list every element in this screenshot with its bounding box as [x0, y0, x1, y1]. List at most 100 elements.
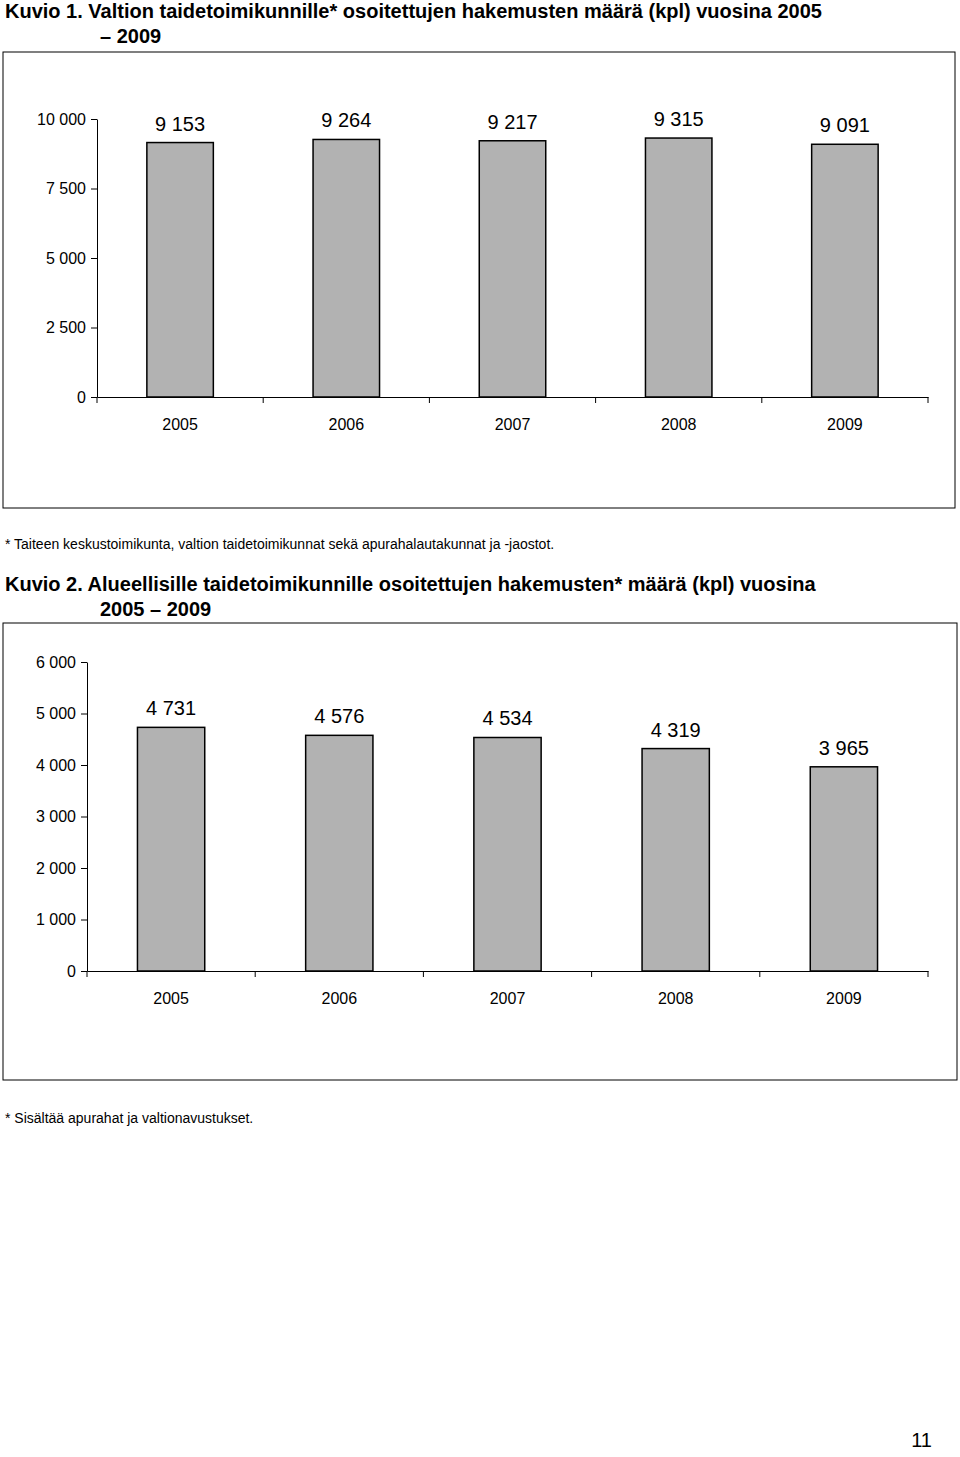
y-axis-line: [87, 663, 88, 972]
y-tick: 4 000: [36, 757, 87, 774]
y-tick: 2 000: [36, 860, 87, 877]
x-axis: 2005 2006 2007 2008 2009: [88, 971, 929, 1007]
y-tick-label: 2 500: [46, 319, 86, 336]
bar: [810, 767, 877, 971]
chart-title: Kuvio 2. Alueellisille taidetoimikunnill…: [5, 573, 816, 620]
chart-title: Kuvio 1. Valtion taidetoimikunnille* oso…: [5, 0, 822, 47]
data-labels: 9 1539 2649 2179 3159 091: [155, 108, 870, 136]
x-tick-label: 2006: [329, 416, 365, 433]
footnote: * Taiteen keskustoimikunta, valtion taid…: [5, 536, 554, 552]
y-tick: 2 500: [46, 319, 97, 336]
chart: Kuvio 2. Alueellisille taidetoimikunnill…: [3, 573, 957, 1126]
x-divider: [255, 971, 256, 977]
x-divider: [595, 397, 596, 403]
data-label: 4 534: [482, 707, 532, 729]
x-tick-label: 2005: [162, 416, 198, 433]
bar: [812, 144, 878, 397]
x-divider: [928, 971, 929, 977]
x-tick: 2008: [661, 397, 697, 433]
y-axis: 0 1 000 2 000 3 000 4 000 5 000 6 000: [36, 654, 88, 980]
y-tick-mark: [81, 662, 87, 663]
page-number: 11: [911, 1429, 932, 1451]
y-tick-label: 10 000: [37, 111, 86, 128]
y-tick-mark: [81, 971, 87, 972]
y-tick-mark: [91, 397, 97, 398]
y-axis: 0 2 500 5 000 7 500 10 000: [37, 111, 97, 406]
data-labels: 4 731 4 576 4 534 4 319 3 965: [146, 697, 869, 758]
x-tick: 2009: [826, 971, 862, 1007]
x-tick-label: 2008: [661, 416, 697, 433]
data-label: 4 319: [651, 719, 701, 741]
y-tick: 0: [67, 963, 87, 980]
bar: [137, 727, 204, 971]
y-tick-label: 0: [77, 389, 86, 406]
y-tick-label: 3 000: [36, 808, 76, 825]
y-tick-mark: [91, 189, 97, 190]
y-tick: 1 000: [36, 911, 87, 928]
x-divider: [759, 971, 760, 977]
x-tick: 2007: [495, 397, 531, 433]
x-tick: 2006: [322, 971, 358, 1007]
footnote: * Sisältää apurahat ja valtionavustukset…: [5, 1110, 253, 1126]
data-label: 9 153: [155, 113, 205, 135]
x-tick: 2005: [162, 397, 198, 433]
y-tick-mark: [91, 328, 97, 329]
y-tick: 7 500: [46, 180, 97, 197]
x-tick-label: 2005: [153, 990, 189, 1007]
background: [0, 0, 960, 1457]
x-tick-label: 2007: [495, 416, 531, 433]
x-divider: [97, 397, 98, 403]
x-divider: [928, 397, 929, 403]
x-tick: 2006: [329, 397, 365, 433]
data-label: 9 315: [654, 108, 704, 130]
bars: [137, 727, 877, 971]
y-tick-label: 4 000: [36, 757, 76, 774]
x-tick-label: 2008: [658, 990, 694, 1007]
x-tick-label: 2009: [826, 990, 862, 1007]
bar: [313, 139, 379, 397]
y-tick: 5 000: [46, 250, 97, 267]
y-axis-line: [97, 120, 98, 398]
x-axis: 2005 2006 2007 2008 2009: [98, 397, 929, 433]
chart-frame: [3, 623, 957, 1080]
x-divider: [429, 397, 430, 403]
bar: [474, 737, 541, 971]
x-divider: [591, 971, 592, 977]
bar: [147, 143, 213, 397]
x-tick-label: 2006: [322, 990, 358, 1007]
bar: [479, 141, 545, 397]
x-axis-line: [98, 397, 929, 398]
y-tick-label: 0: [67, 963, 76, 980]
x-divider: [761, 397, 762, 403]
x-tick: 2008: [658, 971, 694, 1007]
y-tick-mark: [81, 714, 87, 715]
y-tick: 6 000: [36, 654, 87, 671]
y-tick-mark: [91, 119, 97, 120]
x-tick-label: 2007: [490, 990, 526, 1007]
x-divider: [87, 971, 88, 977]
y-tick-mark: [81, 920, 87, 921]
y-tick: 0: [77, 389, 97, 406]
y-tick: 10 000: [37, 111, 97, 128]
x-divider: [423, 971, 424, 977]
x-tick: 2009: [827, 397, 863, 433]
y-tick-label: 6 000: [36, 654, 76, 671]
data-label: 9 264: [321, 109, 371, 131]
data-label: 9 091: [820, 114, 870, 136]
y-tick-label: 5 000: [36, 705, 76, 722]
data-label: 4 576: [314, 705, 364, 727]
y-tick-mark: [91, 258, 97, 259]
y-tick-mark: [81, 765, 87, 766]
y-tick-label: 7 500: [46, 180, 86, 197]
data-label: 4 731: [146, 697, 196, 719]
x-divider: [263, 397, 264, 403]
y-tick: 5 000: [36, 705, 87, 722]
x-tick: 2007: [490, 971, 526, 1007]
y-tick-label: 1 000: [36, 911, 76, 928]
chart-frame: [3, 52, 955, 508]
y-tick-mark: [81, 868, 87, 869]
data-label: 3 965: [819, 737, 869, 759]
bars: [147, 138, 878, 397]
bar: [642, 749, 709, 971]
y-tick: 3 000: [36, 808, 87, 825]
